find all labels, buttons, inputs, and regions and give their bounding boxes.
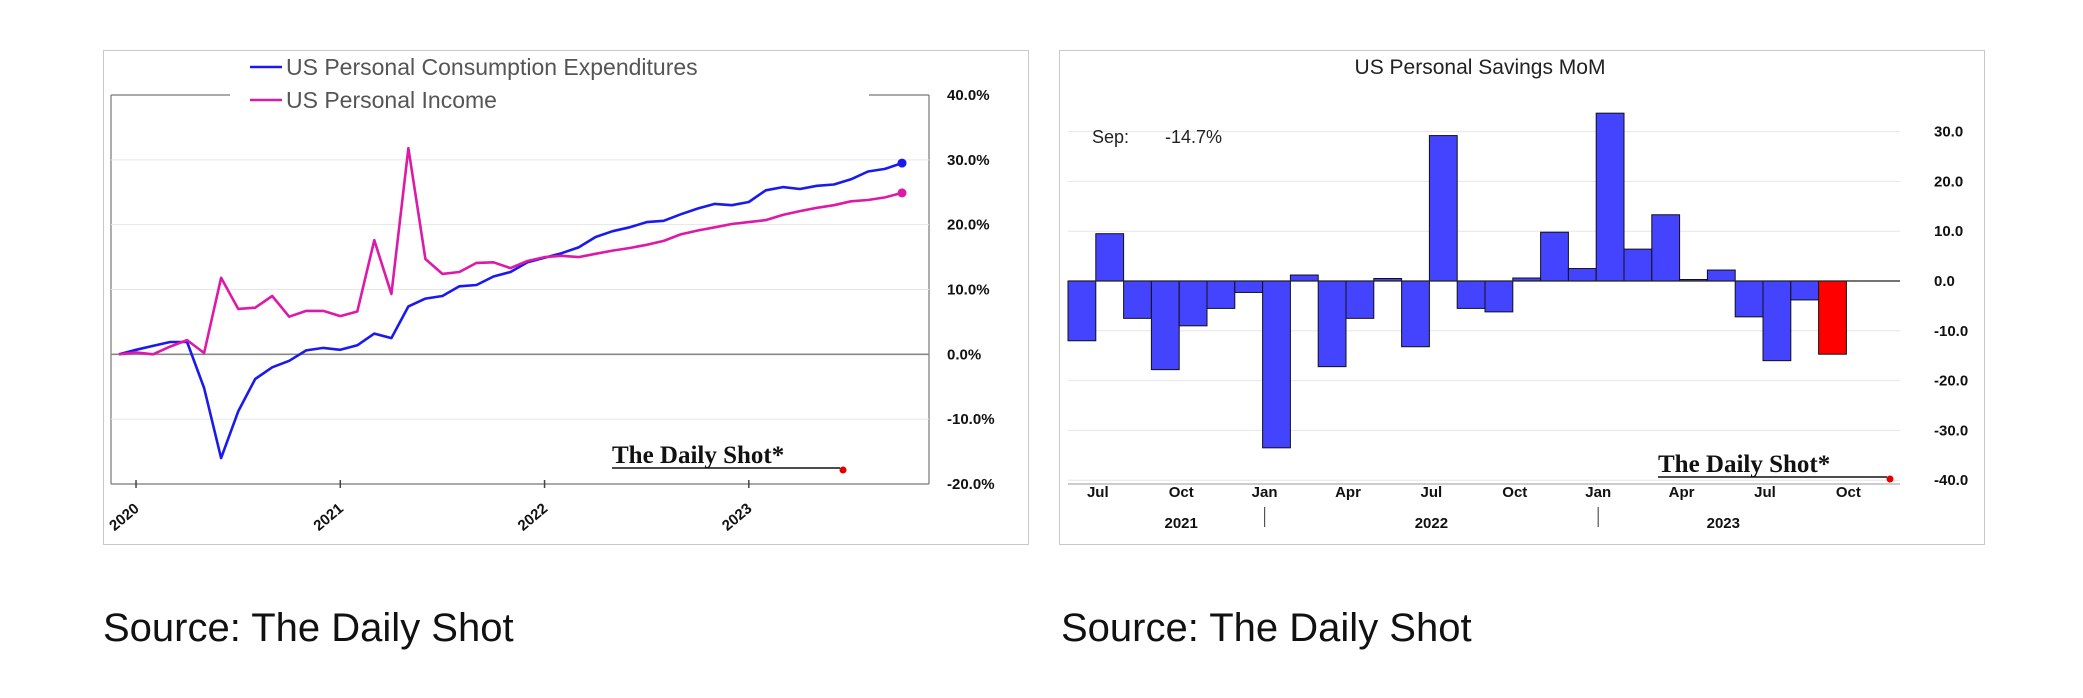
bar <box>1123 280 1152 319</box>
x-year-label: 2021 <box>1165 515 1198 532</box>
y-tick-label: -10.0 <box>1934 323 1968 340</box>
x-year-label: 2023 <box>1707 515 1740 532</box>
y-tick-label: 10.0% <box>947 282 990 299</box>
x-year-label: 2022 <box>1415 515 1448 532</box>
y-tick-label: 20.0 <box>1934 173 1963 190</box>
bar-highlight <box>1818 280 1847 355</box>
bar <box>1595 112 1625 282</box>
x-tick-label: Jan <box>1252 484 1278 501</box>
brand-logo-text: The Daily Shot* <box>1658 451 1830 478</box>
income-line-end-point <box>897 188 907 198</box>
y-tick-label: 0.0% <box>947 346 981 363</box>
bar <box>1456 280 1486 309</box>
y-tick-label: 40.0% <box>947 87 990 104</box>
x-tick-label: Jul <box>1754 484 1776 501</box>
x-tick-label: 2023 <box>719 500 755 534</box>
brand-logo-text: The Daily Shot* <box>612 442 784 469</box>
bar <box>1317 280 1347 368</box>
bar <box>1289 274 1319 282</box>
bar <box>1623 248 1653 282</box>
y-tick-label: -10.0% <box>947 411 995 428</box>
y-tick-label: -20.0 <box>1934 373 1968 390</box>
savings-mom-chart: US Personal Savings MoM 30.0 20.0 10.0 0.0 -1… <box>1059 50 1985 545</box>
chart-title: US Personal Savings MoM <box>1355 56 1606 79</box>
bar <box>1150 280 1180 371</box>
x-tick-label: Oct <box>1169 484 1194 501</box>
pce-line <box>118 161 903 460</box>
bar <box>1428 135 1458 282</box>
x-tick-label: Apr <box>1335 484 1361 501</box>
bar <box>1262 280 1291 449</box>
x-tick-label: Oct <box>1836 484 1861 501</box>
x-tick-label: Jul <box>1087 484 1109 501</box>
bar <box>1734 280 1764 318</box>
y-tick-label: 0.0 <box>1934 273 1955 290</box>
bar <box>1401 280 1430 348</box>
bar <box>1345 280 1375 319</box>
source-caption-right: Source: The Daily Shot <box>1061 606 1472 650</box>
source-caption-left: Source: The Daily Shot <box>103 606 514 650</box>
x-tick-label: Apr <box>1669 484 1695 501</box>
annotation-label: Sep: <box>1092 127 1129 147</box>
y-tick-label: 10.0 <box>1934 223 1963 240</box>
pce-line-end-point <box>897 158 907 168</box>
annotation-value: -14.7% <box>1165 127 1222 147</box>
bar <box>1540 231 1569 282</box>
y-tick-label: 30.0% <box>947 152 990 169</box>
x-tick-label: Jul <box>1421 484 1443 501</box>
bar <box>1762 280 1792 362</box>
bar <box>1706 269 1736 282</box>
legend-pce-label: US Personal Consumption Expenditures <box>286 54 698 80</box>
bar <box>1790 280 1820 301</box>
bar <box>1095 233 1125 282</box>
y-tick-label: 30.0 <box>1934 124 1963 141</box>
x-tick-label: Jan <box>1585 484 1611 501</box>
savings-mom-chart-svg: US Personal Savings MoM 30.0 20.0 10.0 0.0 -1… <box>1067 56 1968 532</box>
income-line <box>118 146 903 356</box>
consumption-income-chart: 40.0% 30.0% 20.0% 10.0% 0.0% -10.0% -20.0% 2020… <box>103 50 1029 545</box>
brand-logo-dot <box>839 466 847 474</box>
x-tick-label: 2022 <box>515 500 551 534</box>
bar <box>1651 214 1681 282</box>
legend-income-label: US Personal Income <box>286 87 497 113</box>
y-tick-label: -30.0 <box>1934 422 1968 439</box>
bar <box>1178 280 1208 327</box>
consumption-income-chart-svg: 40.0% 30.0% 20.0% 10.0% 0.0% -10.0% -20.0% 2020… <box>106 54 995 535</box>
y-tick-label: -40.0 <box>1934 472 1968 489</box>
brand-logo-dot <box>1886 475 1894 483</box>
bar <box>1067 280 1097 342</box>
x-tick-label: Oct <box>1502 484 1527 501</box>
x-tick-label: 2021 <box>310 500 346 534</box>
bar <box>1234 280 1264 293</box>
y-tick-label: 20.0% <box>947 217 990 234</box>
bar <box>1484 280 1514 313</box>
y-tick-label: -20.0% <box>947 476 995 493</box>
x-tick-label: 2020 <box>106 500 142 534</box>
bar <box>1206 280 1236 309</box>
bar <box>1567 268 1597 282</box>
